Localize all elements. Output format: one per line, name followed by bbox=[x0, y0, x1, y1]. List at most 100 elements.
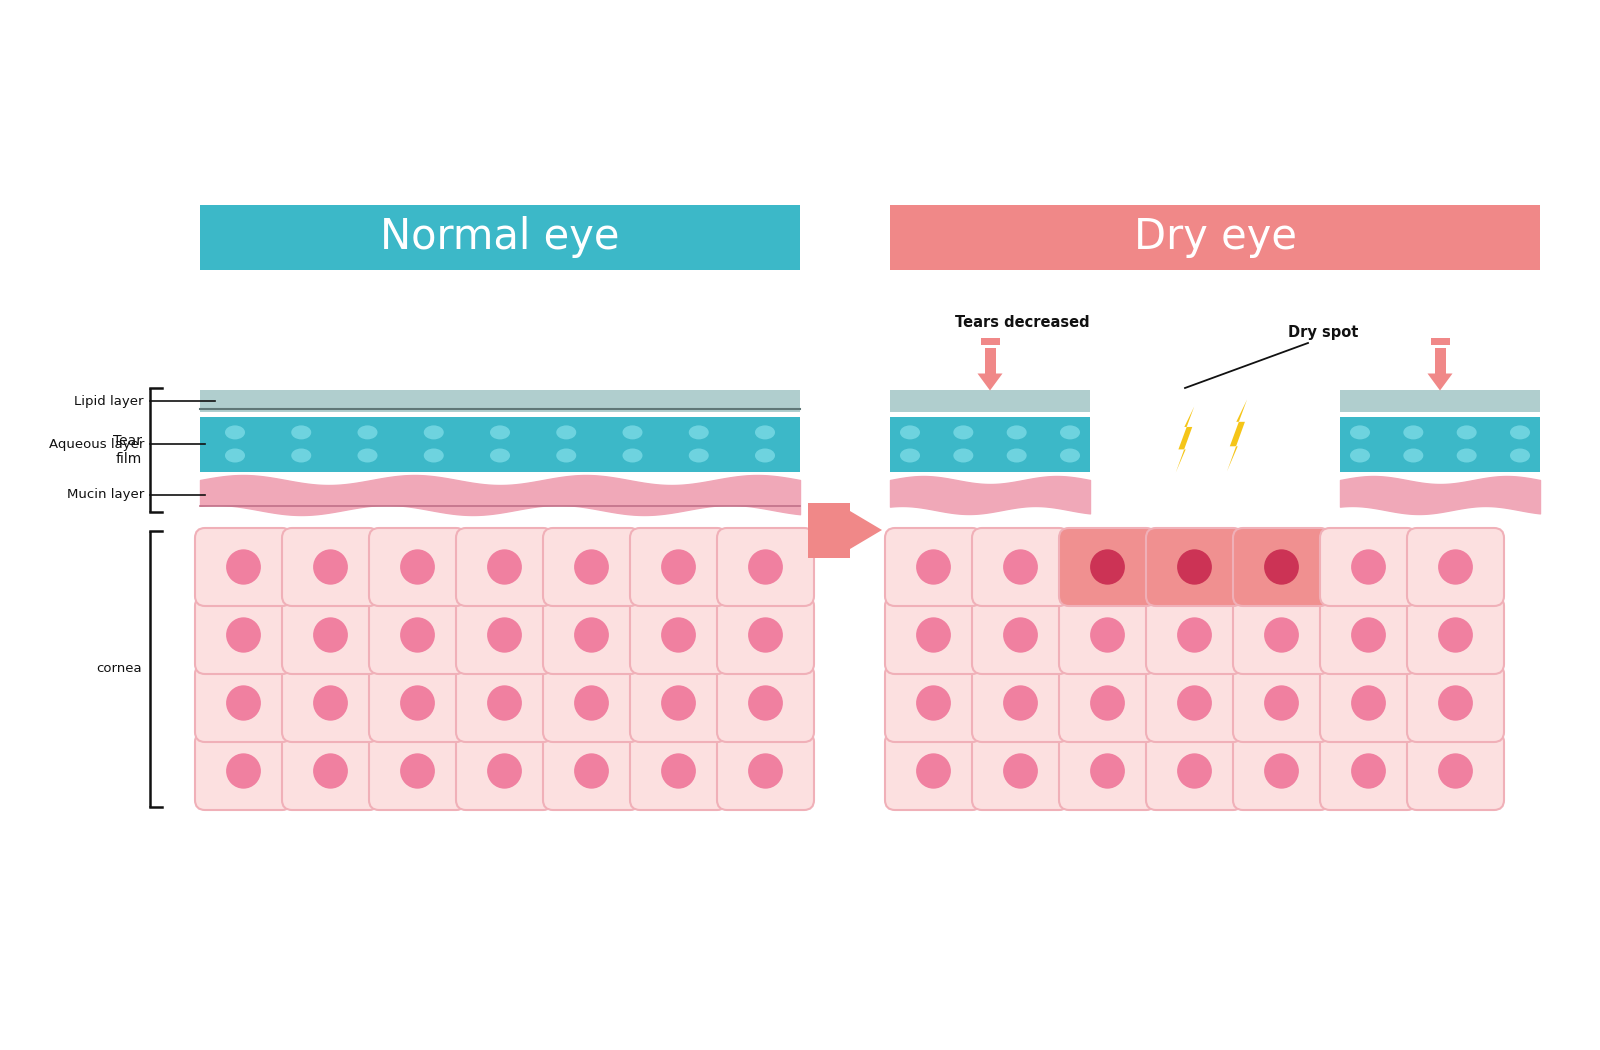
Ellipse shape bbox=[1264, 617, 1299, 653]
Ellipse shape bbox=[917, 549, 950, 585]
FancyBboxPatch shape bbox=[1406, 596, 1504, 674]
Ellipse shape bbox=[1006, 448, 1027, 462]
Ellipse shape bbox=[1003, 549, 1038, 585]
Ellipse shape bbox=[1178, 617, 1211, 653]
FancyBboxPatch shape bbox=[973, 528, 1069, 606]
FancyBboxPatch shape bbox=[1059, 732, 1157, 810]
Ellipse shape bbox=[1059, 448, 1080, 462]
Text: cornea: cornea bbox=[96, 663, 142, 675]
Ellipse shape bbox=[1178, 753, 1211, 789]
Ellipse shape bbox=[490, 448, 510, 462]
Polygon shape bbox=[1176, 406, 1194, 472]
Polygon shape bbox=[1227, 399, 1246, 471]
Ellipse shape bbox=[1510, 448, 1530, 462]
Ellipse shape bbox=[486, 617, 522, 653]
Ellipse shape bbox=[574, 686, 610, 720]
Ellipse shape bbox=[1264, 686, 1299, 720]
FancyBboxPatch shape bbox=[1234, 664, 1330, 742]
FancyBboxPatch shape bbox=[282, 664, 379, 742]
Ellipse shape bbox=[1178, 686, 1211, 720]
FancyBboxPatch shape bbox=[885, 732, 982, 810]
Text: Lipid layer: Lipid layer bbox=[75, 395, 144, 407]
Ellipse shape bbox=[1059, 425, 1080, 439]
Ellipse shape bbox=[1456, 425, 1477, 439]
FancyBboxPatch shape bbox=[1146, 528, 1243, 606]
Ellipse shape bbox=[1438, 686, 1474, 720]
Ellipse shape bbox=[226, 753, 261, 789]
Bar bbox=[1341, 417, 1539, 472]
FancyBboxPatch shape bbox=[885, 528, 982, 606]
Ellipse shape bbox=[917, 686, 950, 720]
Ellipse shape bbox=[1350, 448, 1370, 462]
FancyBboxPatch shape bbox=[1234, 596, 1330, 674]
Ellipse shape bbox=[1003, 617, 1038, 653]
Ellipse shape bbox=[622, 448, 643, 462]
Ellipse shape bbox=[1006, 425, 1027, 439]
Text: Aqueous layer: Aqueous layer bbox=[48, 438, 144, 452]
Ellipse shape bbox=[1350, 425, 1370, 439]
Text: Tear
film: Tear film bbox=[114, 434, 142, 466]
Ellipse shape bbox=[314, 753, 347, 789]
Ellipse shape bbox=[1264, 549, 1299, 585]
Bar bbox=[981, 338, 1000, 345]
FancyBboxPatch shape bbox=[282, 528, 379, 606]
FancyBboxPatch shape bbox=[973, 664, 1069, 742]
Ellipse shape bbox=[1510, 425, 1530, 439]
FancyBboxPatch shape bbox=[370, 596, 466, 674]
Ellipse shape bbox=[424, 425, 443, 439]
Bar bbox=[890, 390, 1090, 412]
Bar bbox=[200, 417, 800, 472]
Ellipse shape bbox=[749, 753, 782, 789]
FancyBboxPatch shape bbox=[1059, 596, 1157, 674]
Ellipse shape bbox=[917, 617, 950, 653]
FancyBboxPatch shape bbox=[885, 664, 982, 742]
Ellipse shape bbox=[291, 425, 312, 439]
FancyBboxPatch shape bbox=[1059, 664, 1157, 742]
Polygon shape bbox=[1427, 374, 1453, 391]
Bar bbox=[1435, 348, 1445, 374]
Ellipse shape bbox=[688, 425, 709, 439]
FancyBboxPatch shape bbox=[456, 528, 554, 606]
Ellipse shape bbox=[749, 617, 782, 653]
Ellipse shape bbox=[749, 549, 782, 585]
FancyBboxPatch shape bbox=[1320, 732, 1418, 810]
Bar bbox=[890, 205, 1539, 270]
Ellipse shape bbox=[1264, 753, 1299, 789]
Ellipse shape bbox=[688, 448, 709, 462]
Ellipse shape bbox=[1403, 425, 1424, 439]
Ellipse shape bbox=[954, 425, 973, 439]
Polygon shape bbox=[978, 374, 1003, 391]
FancyBboxPatch shape bbox=[1320, 528, 1418, 606]
Text: Normal eye: Normal eye bbox=[381, 216, 619, 258]
Ellipse shape bbox=[755, 448, 774, 462]
FancyBboxPatch shape bbox=[630, 596, 726, 674]
Text: Mucin layer: Mucin layer bbox=[67, 488, 144, 502]
Ellipse shape bbox=[1350, 686, 1386, 720]
Ellipse shape bbox=[490, 425, 510, 439]
Ellipse shape bbox=[1350, 753, 1386, 789]
Ellipse shape bbox=[1438, 617, 1474, 653]
Ellipse shape bbox=[661, 617, 696, 653]
Ellipse shape bbox=[1178, 549, 1211, 585]
Ellipse shape bbox=[1350, 617, 1386, 653]
Ellipse shape bbox=[557, 425, 576, 439]
Ellipse shape bbox=[400, 686, 435, 720]
Ellipse shape bbox=[1090, 617, 1125, 653]
FancyBboxPatch shape bbox=[542, 664, 640, 742]
Ellipse shape bbox=[899, 425, 920, 439]
FancyBboxPatch shape bbox=[542, 528, 640, 606]
FancyBboxPatch shape bbox=[1320, 664, 1418, 742]
Ellipse shape bbox=[291, 448, 312, 462]
Ellipse shape bbox=[400, 549, 435, 585]
Ellipse shape bbox=[226, 686, 261, 720]
FancyBboxPatch shape bbox=[1146, 596, 1243, 674]
Ellipse shape bbox=[226, 617, 261, 653]
Ellipse shape bbox=[486, 686, 522, 720]
FancyBboxPatch shape bbox=[1320, 596, 1418, 674]
Ellipse shape bbox=[661, 549, 696, 585]
FancyBboxPatch shape bbox=[456, 732, 554, 810]
FancyBboxPatch shape bbox=[282, 732, 379, 810]
Ellipse shape bbox=[622, 425, 643, 439]
FancyBboxPatch shape bbox=[717, 732, 814, 810]
Ellipse shape bbox=[1090, 549, 1125, 585]
